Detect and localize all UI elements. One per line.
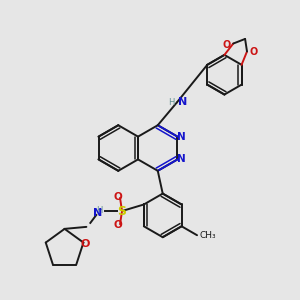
Text: O: O	[114, 220, 122, 230]
Text: O: O	[250, 47, 258, 58]
Text: H: H	[169, 98, 175, 107]
Text: O: O	[114, 192, 122, 202]
Text: N: N	[178, 98, 187, 107]
Text: CH₃: CH₃	[199, 231, 216, 240]
Text: O: O	[222, 40, 230, 50]
Text: S: S	[118, 205, 127, 218]
Text: O: O	[81, 238, 90, 248]
Text: N: N	[93, 208, 102, 218]
Text: N: N	[177, 132, 186, 142]
Text: N: N	[177, 154, 186, 164]
Text: H: H	[96, 206, 102, 214]
